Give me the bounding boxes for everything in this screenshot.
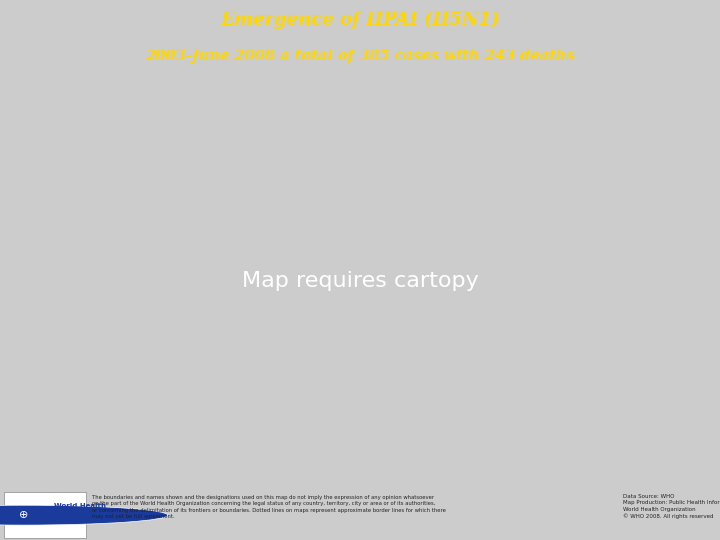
Text: The boundaries and names shown and the designations used on this map do not impl: The boundaries and names shown and the d… [92, 495, 446, 519]
Text: ⊕: ⊕ [19, 510, 29, 520]
Text: 2003-June 2008 a total of 385 cases with 243 deaths: 2003-June 2008 a total of 385 cases with… [145, 49, 575, 63]
FancyBboxPatch shape [4, 492, 86, 538]
Text: Data Source: WHO
Map Production: Public Health Information and GIS
World Health : Data Source: WHO Map Production: Public … [623, 494, 720, 519]
Text: Emergence of HPAI (H5N1): Emergence of HPAI (H5N1) [220, 11, 500, 29]
Text: Map requires cartopy: Map requires cartopy [242, 271, 478, 291]
Circle shape [0, 505, 168, 525]
Text: World Health
Organization: World Health Organization [54, 503, 106, 516]
